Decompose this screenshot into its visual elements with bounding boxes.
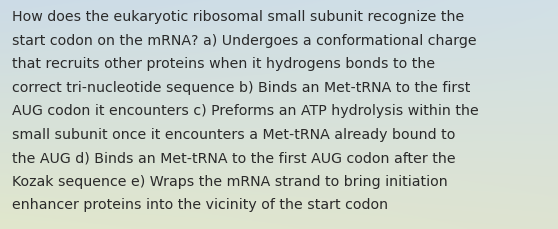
Text: Kozak sequence e) Wraps the mRNA strand to bring initiation: Kozak sequence e) Wraps the mRNA strand … [12, 174, 448, 188]
Text: that recruits other proteins when it hydrogens bonds to the: that recruits other proteins when it hyd… [12, 57, 435, 71]
Text: the AUG d) Binds an Met-tRNA to the first AUG codon after the: the AUG d) Binds an Met-tRNA to the firs… [12, 150, 456, 164]
Text: small subunit once it encounters a Met-tRNA already bound to: small subunit once it encounters a Met-t… [12, 127, 456, 141]
Text: AUG codon it encounters c) Preforms an ATP hydrolysis within the: AUG codon it encounters c) Preforms an A… [12, 104, 479, 118]
Text: How does the eukaryotic ribosomal small subunit recognize the: How does the eukaryotic ribosomal small … [12, 10, 464, 24]
Text: enhancer proteins into the vicinity of the start codon: enhancer proteins into the vicinity of t… [12, 197, 388, 211]
Text: start codon on the mRNA? a) Undergoes a conformational charge: start codon on the mRNA? a) Undergoes a … [12, 34, 477, 48]
Text: correct tri-nucleotide sequence b) Binds an Met-tRNA to the first: correct tri-nucleotide sequence b) Binds… [12, 80, 470, 94]
